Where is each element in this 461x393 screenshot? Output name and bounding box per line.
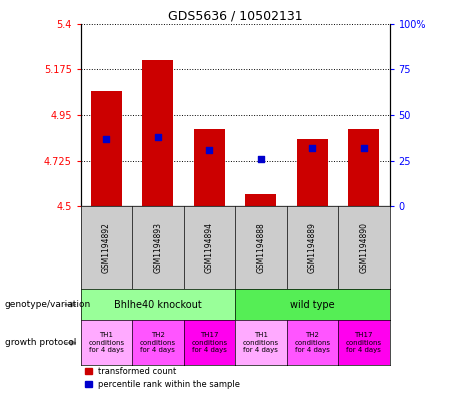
- Point: [154, 134, 161, 140]
- Legend: transformed count, percentile rank within the sample: transformed count, percentile rank withi…: [85, 367, 240, 389]
- Title: GDS5636 / 10502131: GDS5636 / 10502131: [168, 9, 302, 22]
- Text: Bhlhe40 knockout: Bhlhe40 knockout: [114, 299, 202, 310]
- Text: growth protocol: growth protocol: [5, 338, 76, 347]
- Text: genotype/variation: genotype/variation: [5, 300, 91, 309]
- Point: [206, 147, 213, 153]
- Text: GSM1194892: GSM1194892: [102, 222, 111, 273]
- Text: TH17
conditions
for 4 days: TH17 conditions for 4 days: [346, 332, 382, 353]
- Text: GSM1194889: GSM1194889: [308, 222, 317, 273]
- Text: TH1
conditions
for 4 days: TH1 conditions for 4 days: [243, 332, 279, 353]
- Text: GSM1194890: GSM1194890: [359, 222, 368, 273]
- Text: TH1
conditions
for 4 days: TH1 conditions for 4 days: [89, 332, 124, 353]
- Text: TH2
conditions
for 4 days: TH2 conditions for 4 days: [294, 332, 331, 353]
- Bar: [349, 129, 379, 206]
- Text: TH2
conditions
for 4 days: TH2 conditions for 4 days: [140, 332, 176, 353]
- Text: GSM1194893: GSM1194893: [154, 222, 162, 273]
- Text: GSM1194894: GSM1194894: [205, 222, 214, 273]
- Bar: [194, 129, 225, 206]
- Text: GSM1194888: GSM1194888: [256, 222, 266, 273]
- Text: wild type: wild type: [290, 299, 335, 310]
- Point: [308, 145, 316, 151]
- Point: [257, 156, 265, 162]
- Point: [103, 136, 110, 142]
- Bar: [297, 140, 328, 206]
- Point: [360, 145, 367, 151]
- Bar: [142, 60, 173, 206]
- Bar: [91, 91, 122, 206]
- Text: TH17
conditions
for 4 days: TH17 conditions for 4 days: [191, 332, 227, 353]
- Bar: [245, 194, 276, 206]
